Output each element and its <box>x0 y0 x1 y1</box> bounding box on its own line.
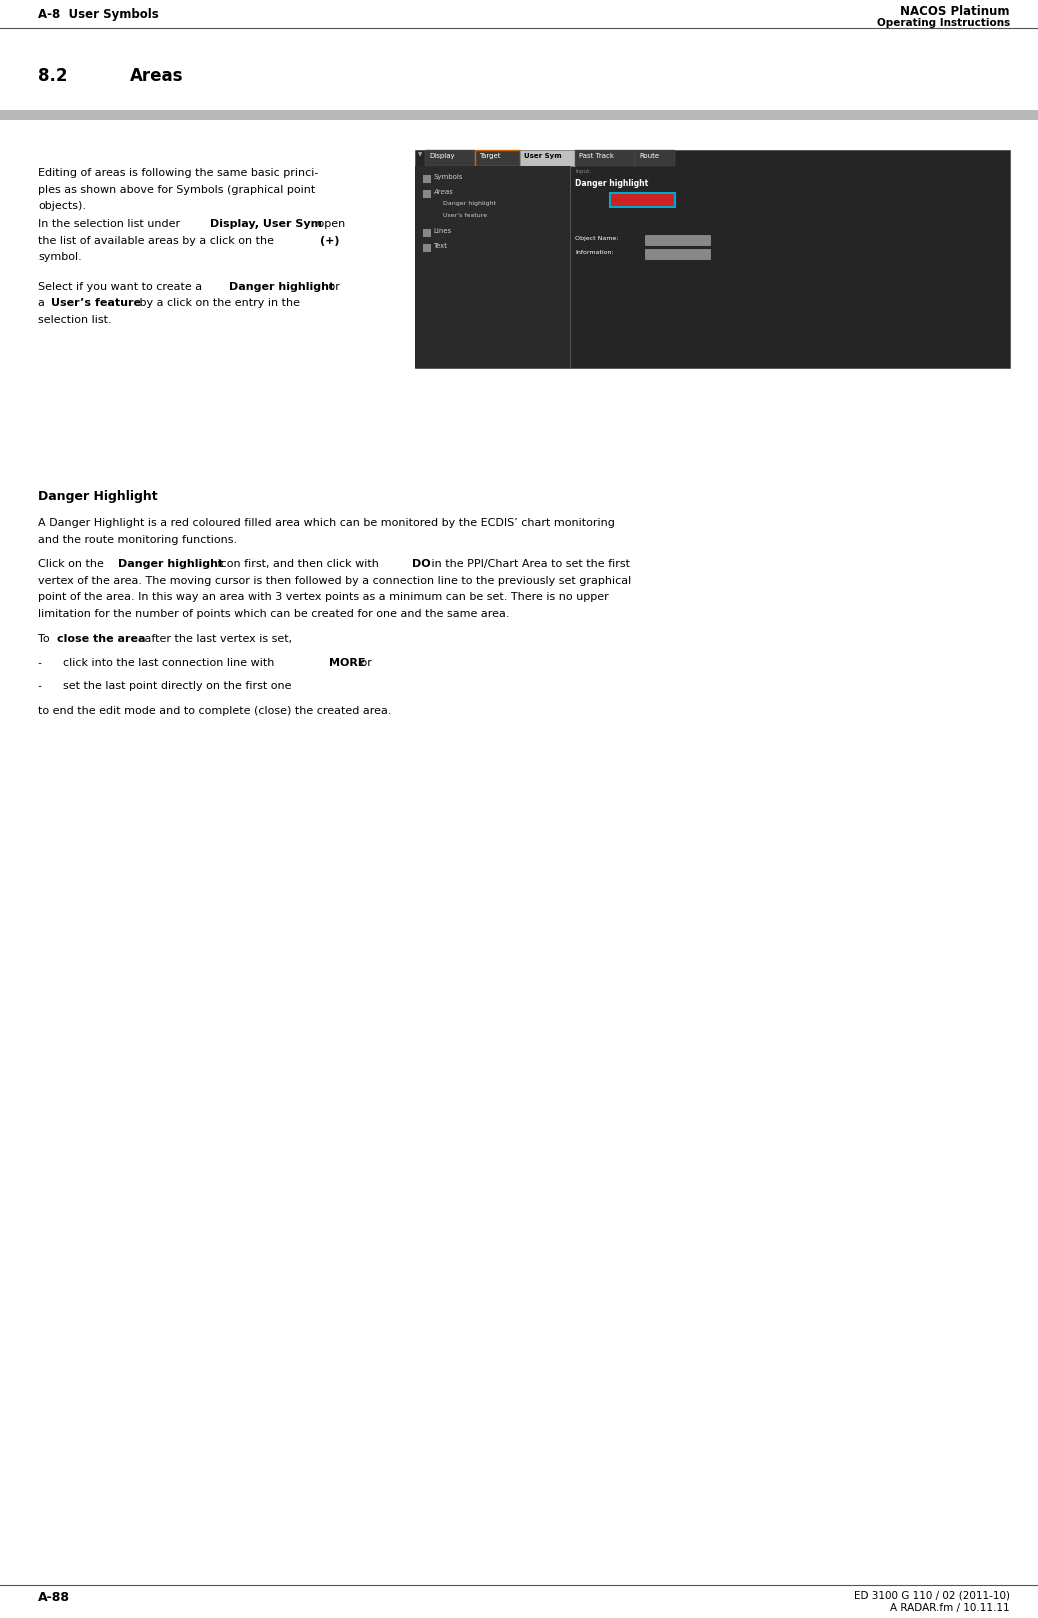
Text: Danger highlight: Danger highlight <box>118 560 223 570</box>
Text: or: or <box>357 659 372 668</box>
Text: In the selection list under: In the selection list under <box>38 218 184 230</box>
Bar <box>475 150 520 167</box>
Text: close the area: close the area <box>57 634 145 644</box>
Bar <box>645 249 710 259</box>
Bar <box>415 150 1010 367</box>
Text: -      click into the last connection line with: - click into the last connection line wi… <box>38 659 278 668</box>
Text: objects).: objects). <box>38 201 86 210</box>
Text: Display, User Sym: Display, User Sym <box>210 218 322 230</box>
Text: limitation for the number of points which can be created for one and the same ar: limitation for the number of points whic… <box>38 608 510 618</box>
Text: Danger Highlight: Danger Highlight <box>38 490 158 503</box>
Bar <box>645 235 710 244</box>
Text: open: open <box>315 218 346 230</box>
Text: ▼: ▼ <box>418 152 422 157</box>
Text: selection list.: selection list. <box>38 316 112 325</box>
Text: Select if you want to create a: Select if you want to create a <box>38 282 206 291</box>
Text: User Sym: User Sym <box>524 154 562 159</box>
Text: to end the edit mode and to complete (close) the created area.: to end the edit mode and to complete (cl… <box>38 705 391 717</box>
Text: ED 3100 G 110 / 02 (2011-10): ED 3100 G 110 / 02 (2011-10) <box>854 1590 1010 1600</box>
Text: icon first, and then click with: icon first, and then click with <box>214 560 382 570</box>
Text: the list of available areas by a click on the: the list of available areas by a click o… <box>38 236 277 246</box>
Text: point of the area. In this way an area with 3 vertex points as a minimum can be : point of the area. In this way an area w… <box>38 592 608 602</box>
Text: A Danger Highlight is a red coloured filled area which can be monitored by the E: A Danger Highlight is a red coloured fil… <box>38 518 614 527</box>
Text: 8.2: 8.2 <box>38 66 67 86</box>
Bar <box>424 230 431 236</box>
Bar <box>575 150 635 167</box>
Text: A-8  User Symbols: A-8 User Symbols <box>38 8 159 21</box>
Bar <box>425 150 475 167</box>
Text: Display: Display <box>429 154 455 159</box>
Bar <box>415 167 570 367</box>
Bar <box>0 110 1038 120</box>
Text: Click on the: Click on the <box>38 560 107 570</box>
Text: A-88: A-88 <box>38 1590 70 1603</box>
Text: by a click on the entry in the: by a click on the entry in the <box>136 298 300 309</box>
Bar <box>635 150 675 167</box>
Bar <box>424 175 431 183</box>
Text: Symbols: Symbols <box>433 175 463 180</box>
Text: vertex of the area. The moving cursor is then followed by a connection line to t: vertex of the area. The moving cursor is… <box>38 576 631 586</box>
Text: (+): (+) <box>320 236 339 246</box>
Text: NACOS Platinum: NACOS Platinum <box>901 5 1010 18</box>
Text: a: a <box>38 298 49 309</box>
Text: Route: Route <box>639 154 659 159</box>
Bar <box>424 244 431 252</box>
Text: Past Track: Past Track <box>579 154 614 159</box>
Text: To: To <box>38 634 53 644</box>
Text: A RADAR.fm / 10.11.11: A RADAR.fm / 10.11.11 <box>891 1603 1010 1613</box>
Text: Text: Text <box>433 243 447 249</box>
Text: User’s feature: User’s feature <box>51 298 141 309</box>
Text: Input:: Input: <box>575 168 591 175</box>
Text: Danger highlight: Danger highlight <box>575 180 649 188</box>
Text: Lines: Lines <box>433 228 452 235</box>
Text: and the route monitoring functions.: and the route monitoring functions. <box>38 534 237 545</box>
Text: or: or <box>325 282 339 291</box>
Bar <box>610 193 675 207</box>
Text: ples as shown above for Symbols (graphical point: ples as shown above for Symbols (graphic… <box>38 184 316 194</box>
Text: Target: Target <box>479 154 500 159</box>
Text: Areas: Areas <box>433 189 453 196</box>
Text: symbol.: symbol. <box>38 252 82 262</box>
Text: MORE: MORE <box>329 659 365 668</box>
Text: Editing of areas is following the same basic princi-: Editing of areas is following the same b… <box>38 168 319 178</box>
Bar <box>520 150 575 167</box>
Text: in the PPI/Chart Area to set the first: in the PPI/Chart Area to set the first <box>428 560 630 570</box>
Text: DO: DO <box>412 560 431 570</box>
Text: User's feature: User's feature <box>443 214 487 218</box>
Bar <box>424 189 431 197</box>
Text: Object Name:: Object Name: <box>575 236 619 241</box>
Text: after the last vertex is set,: after the last vertex is set, <box>141 634 292 644</box>
Text: -      set the last point directly on the first one: - set the last point directly on the fir… <box>38 681 292 691</box>
Text: Areas: Areas <box>130 66 184 86</box>
Text: Danger highlight: Danger highlight <box>229 282 334 291</box>
Text: Operating Instructions: Operating Instructions <box>877 18 1010 28</box>
Text: Danger highlight: Danger highlight <box>443 201 496 205</box>
Text: Information:: Information: <box>575 251 613 256</box>
